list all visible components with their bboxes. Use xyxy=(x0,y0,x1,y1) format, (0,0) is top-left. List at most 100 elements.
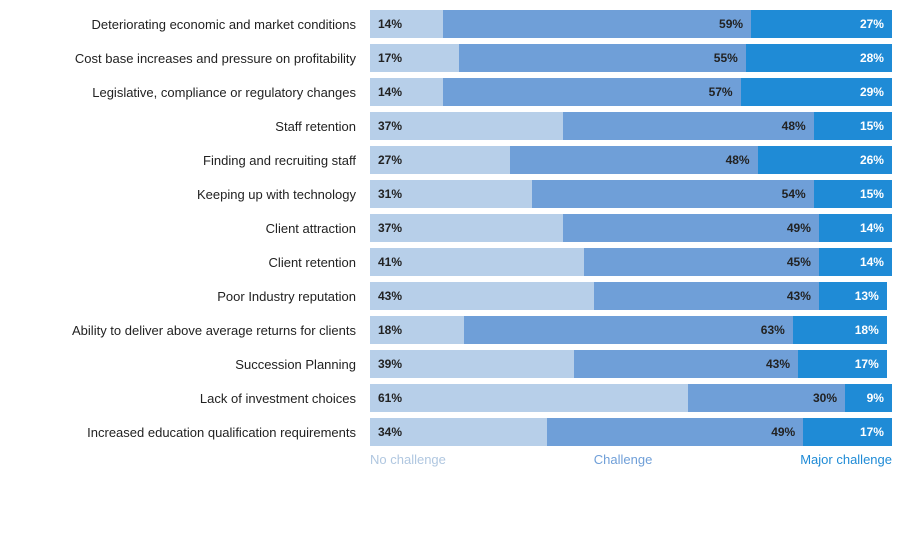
chart-row: Keeping up with technology 31% 54% 15% xyxy=(30,180,892,208)
chart-row: Staff retention 37% 48% 15% xyxy=(30,112,892,140)
chart-row: Ability to deliver above average returns… xyxy=(30,316,892,344)
chart-row: Finding and recruiting staff 27% 48% 26% xyxy=(30,146,892,174)
segment-challenge: 55% xyxy=(459,44,746,72)
chart-row: Increased education qualification requir… xyxy=(30,418,892,446)
segment-challenge: 43% xyxy=(594,282,818,310)
segment-major-challenge: 13% xyxy=(819,282,887,310)
row-label: Client retention xyxy=(30,255,370,270)
segment-value: 29% xyxy=(860,85,884,99)
segment-major-challenge: 15% xyxy=(814,180,892,208)
row-label: Client attraction xyxy=(30,221,370,236)
segment-no-challenge: 31% xyxy=(370,180,532,208)
row-label: Finding and recruiting staff xyxy=(30,153,370,168)
segment-major-challenge: 18% xyxy=(793,316,887,344)
row-label: Increased education qualification requir… xyxy=(30,425,370,440)
chart-row: Poor Industry reputation 43% 43% 13% xyxy=(30,282,892,310)
segment-challenge: 63% xyxy=(464,316,793,344)
row-bar: 41% 45% 14% xyxy=(370,248,892,276)
segment-no-challenge: 14% xyxy=(370,78,443,106)
segment-no-challenge: 34% xyxy=(370,418,547,446)
row-bar: 27% 48% 26% xyxy=(370,146,892,174)
segment-value: 48% xyxy=(726,153,750,167)
row-bar: 37% 49% 14% xyxy=(370,214,892,242)
segment-value: 14% xyxy=(860,255,884,269)
segment-no-challenge: 18% xyxy=(370,316,464,344)
row-bar: 39% 43% 17% xyxy=(370,350,892,378)
row-bar: 14% 57% 29% xyxy=(370,78,892,106)
segment-value: 61% xyxy=(378,391,402,405)
row-label: Ability to deliver above average returns… xyxy=(30,323,370,338)
segment-value: 49% xyxy=(787,221,811,235)
row-label: Poor Industry reputation xyxy=(30,289,370,304)
segment-value: 15% xyxy=(860,187,884,201)
row-label: Succession Planning xyxy=(30,357,370,372)
segment-value: 48% xyxy=(782,119,806,133)
segment-value: 31% xyxy=(378,187,402,201)
segment-value: 43% xyxy=(787,289,811,303)
segment-value: 54% xyxy=(782,187,806,201)
segment-value: 34% xyxy=(378,425,402,439)
row-bar: 34% 49% 17% xyxy=(370,418,892,446)
segment-value: 17% xyxy=(860,425,884,439)
row-label: Staff retention xyxy=(30,119,370,134)
segment-value: 45% xyxy=(787,255,811,269)
segment-no-challenge: 17% xyxy=(370,44,459,72)
segment-value: 39% xyxy=(378,357,402,371)
segment-value: 17% xyxy=(378,51,402,65)
segment-value: 14% xyxy=(378,85,402,99)
segment-value: 43% xyxy=(766,357,790,371)
row-label: Deteriorating economic and market condit… xyxy=(30,17,370,32)
segment-no-challenge: 41% xyxy=(370,248,584,276)
chart-row: Legislative, compliance or regulatory ch… xyxy=(30,78,892,106)
segment-value: 27% xyxy=(378,153,402,167)
segment-major-challenge: 26% xyxy=(758,146,892,174)
segment-value: 9% xyxy=(867,391,884,405)
segment-challenge: 49% xyxy=(563,214,819,242)
segment-value: 15% xyxy=(860,119,884,133)
legend-major-challenge: Major challenge xyxy=(800,452,892,467)
row-bar: 18% 63% 18% xyxy=(370,316,892,344)
segment-challenge: 57% xyxy=(443,78,741,106)
segment-no-challenge: 39% xyxy=(370,350,574,378)
row-label: Cost base increases and pressure on prof… xyxy=(30,51,370,66)
chart-row: Client attraction 37% 49% 14% xyxy=(30,214,892,242)
segment-challenge: 49% xyxy=(547,418,803,446)
segment-value: 18% xyxy=(855,323,879,337)
segment-value: 13% xyxy=(855,289,879,303)
chart-legend: No challenge Challenge Major challenge xyxy=(30,452,892,467)
segment-value: 63% xyxy=(761,323,785,337)
chart-row: Deteriorating economic and market condit… xyxy=(30,10,892,38)
segment-value: 37% xyxy=(378,221,402,235)
row-bar: 14% 59% 27% xyxy=(370,10,892,38)
stacked-bar-chart: Deteriorating economic and market condit… xyxy=(30,10,892,446)
segment-value: 59% xyxy=(719,17,743,31)
segment-challenge: 48% xyxy=(510,146,758,174)
row-bar: 37% 48% 15% xyxy=(370,112,892,140)
segment-value: 27% xyxy=(860,17,884,31)
segment-no-challenge: 43% xyxy=(370,282,594,310)
segment-challenge: 45% xyxy=(584,248,819,276)
segment-value: 17% xyxy=(855,357,879,371)
row-label: Lack of investment choices xyxy=(30,391,370,406)
segment-challenge: 48% xyxy=(563,112,814,140)
segment-value: 43% xyxy=(378,289,402,303)
segment-major-challenge: 17% xyxy=(803,418,892,446)
segment-challenge: 43% xyxy=(574,350,798,378)
row-bar: 17%55%28% xyxy=(370,44,892,72)
segment-no-challenge: 61% xyxy=(370,384,688,412)
row-bar: 61% 30% 9% xyxy=(370,384,892,412)
segment-value: 37% xyxy=(378,119,402,133)
segment-value: 55% xyxy=(714,51,738,65)
legend-no-challenge: No challenge xyxy=(370,452,446,467)
segment-major-challenge: 17% xyxy=(798,350,887,378)
row-label: Keeping up with technology xyxy=(30,187,370,202)
segment-major-challenge: 27% xyxy=(751,10,892,38)
segment-value: 14% xyxy=(378,17,402,31)
segment-value: 30% xyxy=(813,391,837,405)
segment-value: 14% xyxy=(860,221,884,235)
row-label: Legislative, compliance or regulatory ch… xyxy=(30,85,370,100)
segment-major-challenge: 29% xyxy=(741,78,892,106)
segment-no-challenge: 37% xyxy=(370,112,563,140)
row-bar: 31% 54% 15% xyxy=(370,180,892,208)
segment-no-challenge: 14% xyxy=(370,10,443,38)
